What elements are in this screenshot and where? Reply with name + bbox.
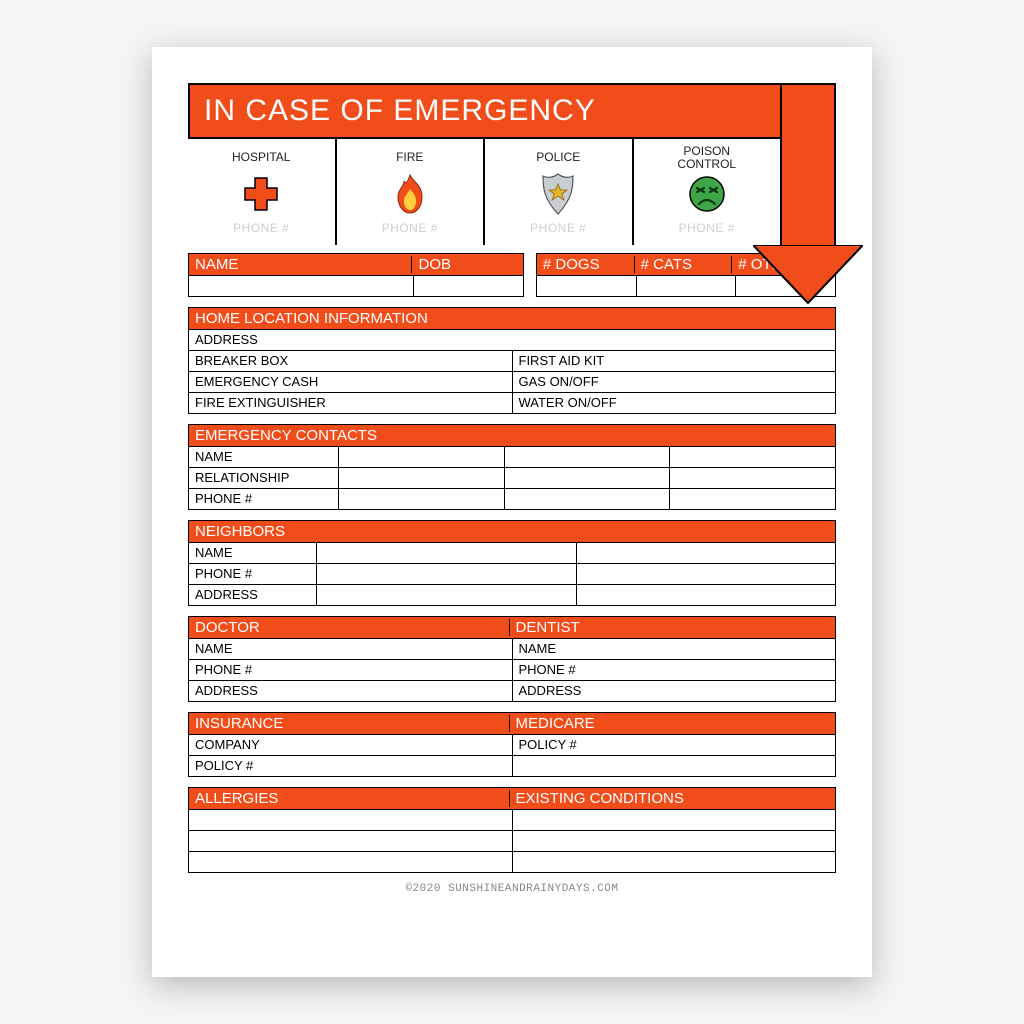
emergency-form-page: IN CASE OF EMERGENCY HOSPITAL PHONE # FI… — [152, 47, 872, 977]
blank-field[interactable] — [317, 564, 576, 584]
page-title: IN CASE OF EMERGENCY — [204, 94, 596, 128]
row-label: NAME — [189, 639, 513, 659]
service-label: POISON CONTROL — [677, 145, 736, 171]
label-cash: EMERGENCY CASH — [189, 372, 513, 392]
service-label: POLICE — [536, 145, 580, 171]
row-label: POLICY # — [189, 756, 513, 776]
row-label: PHONE # — [189, 489, 339, 509]
blank-field[interactable] — [189, 810, 513, 830]
neighbors-table: NEIGHBORS NAME PHONE # ADDRESS — [188, 520, 836, 606]
blank-field[interactable] — [505, 447, 671, 467]
section-title: EXISTING CONDITIONS — [509, 790, 830, 807]
blank-field[interactable] — [505, 489, 671, 509]
row-label: COMPANY — [189, 735, 513, 755]
phone-placeholder: PHONE # — [233, 221, 289, 235]
section-title: HOME LOCATION INFORMATION — [195, 310, 829, 327]
phone-placeholder: PHONE # — [382, 221, 438, 235]
blank-field[interactable] — [670, 489, 835, 509]
name-dob-table: NAME DOB — [188, 253, 524, 297]
label-address: ADDRESS — [189, 330, 835, 350]
blank-field[interactable] — [670, 447, 835, 467]
service-poison: POISON CONTROL PHONE # — [632, 139, 781, 245]
blank-field[interactable] — [505, 468, 671, 488]
blank-field[interactable] — [339, 468, 505, 488]
section-title: EMERGENCY CONTACTS — [195, 427, 829, 444]
name-field[interactable] — [189, 276, 414, 296]
phone-placeholder: PHONE # — [530, 221, 586, 235]
header-dogs: # DOGS — [543, 256, 634, 273]
poison-icon — [687, 171, 727, 217]
blank-field[interactable] — [189, 852, 513, 872]
service-police: POLICE PHONE # — [483, 139, 632, 245]
header-cats: # CATS — [634, 256, 732, 273]
blank-field[interactable] — [577, 564, 835, 584]
blank-field[interactable] — [189, 831, 513, 851]
fire-icon — [392, 171, 428, 217]
service-label: HOSPITAL — [232, 145, 290, 171]
blank-field[interactable] — [670, 468, 835, 488]
blank-field[interactable] — [317, 543, 576, 563]
label-water: WATER ON/OFF — [513, 393, 836, 413]
phone-placeholder: PHONE # — [679, 221, 735, 235]
blank-field[interactable] — [513, 852, 836, 872]
cross-icon — [241, 171, 281, 217]
dob-field[interactable] — [414, 276, 523, 296]
blank-field[interactable] — [577, 543, 835, 563]
row-label: RELATIONSHIP — [189, 468, 339, 488]
section-title: ALLERGIES — [195, 790, 509, 807]
label-extinguisher: FIRE EXTINGUISHER — [189, 393, 513, 413]
doctor-dentist-table: DOCTORDENTIST NAMENAME PHONE #PHONE # AD… — [188, 616, 836, 702]
row-label: ADDRESS — [513, 681, 836, 701]
blank-field[interactable] — [339, 489, 505, 509]
row-label: PHONE # — [189, 564, 317, 584]
service-label: FIRE — [396, 145, 423, 171]
service-hospital: HOSPITAL PHONE # — [188, 139, 335, 245]
emergency-services-row: HOSPITAL PHONE # FIRE PHONE # POLICE — [188, 139, 780, 245]
row-label: ADDRESS — [189, 681, 513, 701]
home-location-table: HOME LOCATION INFORMATION ADDRESS BREAKE… — [188, 307, 836, 414]
insurance-medicare-table: INSURANCEMEDICARE COMPANYPOLICY # POLICY… — [188, 712, 836, 777]
cats-field[interactable] — [637, 276, 737, 296]
arrow-graphic — [780, 83, 836, 305]
row-label: PHONE # — [513, 660, 836, 680]
blank-field[interactable] — [339, 447, 505, 467]
header-name: NAME — [195, 256, 411, 273]
allergies-conditions-table: ALLERGIESEXISTING CONDITIONS — [188, 787, 836, 873]
dogs-field[interactable] — [537, 276, 637, 296]
label-breaker: BREAKER BOX — [189, 351, 513, 371]
label-firstaid: FIRST AID KIT — [513, 351, 836, 371]
service-fire: FIRE PHONE # — [335, 139, 484, 245]
title-banner: IN CASE OF EMERGENCY — [188, 83, 780, 139]
blank-field[interactable] — [577, 585, 835, 605]
footer-copyright: ©2020 SUNSHINEANDRAINYDAYS.COM — [188, 883, 836, 895]
blank-field[interactable] — [513, 831, 836, 851]
row-label: NAME — [189, 447, 339, 467]
header-dob: DOB — [411, 256, 516, 273]
row-label: POLICY # — [513, 735, 836, 755]
section-title: MEDICARE — [509, 715, 830, 732]
row-label: ADDRESS — [189, 585, 317, 605]
badge-icon — [539, 171, 577, 217]
section-title: INSURANCE — [195, 715, 509, 732]
row-label: NAME — [189, 543, 317, 563]
row-label: NAME — [513, 639, 836, 659]
section-title: DENTIST — [509, 619, 830, 636]
blank-field[interactable] — [513, 756, 836, 776]
label-gas: GAS ON/OFF — [513, 372, 836, 392]
row-label: PHONE # — [189, 660, 513, 680]
section-title: NEIGHBORS — [195, 523, 829, 540]
section-title: DOCTOR — [195, 619, 509, 636]
blank-field[interactable] — [513, 810, 836, 830]
blank-field[interactable] — [317, 585, 576, 605]
emergency-contacts-table: EMERGENCY CONTACTS NAME RELATIONSHIP PHO… — [188, 424, 836, 510]
